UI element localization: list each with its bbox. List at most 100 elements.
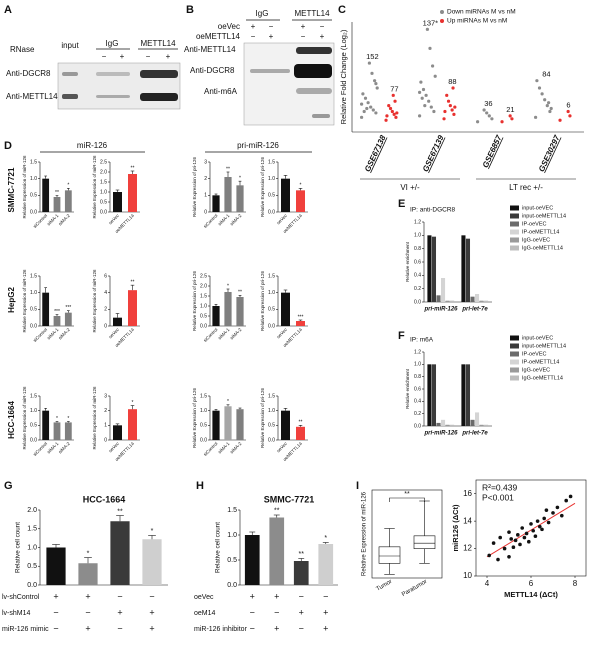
dot xyxy=(360,115,364,119)
y-tick-label: 0.4 xyxy=(414,273,421,279)
dot xyxy=(365,106,369,111)
sign: + xyxy=(323,607,328,617)
dot xyxy=(443,109,447,114)
point xyxy=(544,508,549,512)
bar xyxy=(64,422,72,440)
y-tick-label: 1.0 xyxy=(227,532,237,539)
row-label: Anti-DGCR8 xyxy=(190,66,235,75)
y-tick-label: 1.0 xyxy=(200,408,207,414)
bar xyxy=(461,364,466,426)
dot xyxy=(391,93,395,97)
row-label: Anti-DGCR8 xyxy=(6,69,51,78)
y-tick-label: 0.0 xyxy=(227,582,237,589)
bar xyxy=(224,292,232,326)
dot xyxy=(418,90,422,94)
sign: + xyxy=(301,22,306,31)
count-label: 137* xyxy=(423,18,439,27)
dot xyxy=(537,86,542,90)
y-axis-label: Relative Expression of miR-126 xyxy=(92,386,97,450)
y-tick-label: 1.5 xyxy=(100,179,107,185)
lane-label: METTL14 xyxy=(140,39,176,48)
bar xyxy=(479,300,484,302)
bar xyxy=(445,424,450,426)
x-tick-label: oeVec xyxy=(108,326,121,339)
significance: ** xyxy=(131,165,135,171)
condition-label: lv-shControl xyxy=(2,594,40,601)
y-tick-label: 1.5 xyxy=(268,273,275,279)
bar xyxy=(53,422,61,440)
significance: ** xyxy=(131,279,135,285)
bar xyxy=(479,424,484,426)
dot xyxy=(433,74,437,78)
significance: * xyxy=(87,550,90,557)
point xyxy=(540,527,544,532)
dot xyxy=(508,114,512,118)
y-axis-label: Relative enrichment xyxy=(405,241,410,282)
blot-band xyxy=(312,114,330,118)
bar xyxy=(461,235,466,302)
y-tick-label: 0.0 xyxy=(27,582,37,589)
bar xyxy=(128,290,137,326)
count-label: 36 xyxy=(484,99,492,108)
significance: ** xyxy=(226,166,230,172)
x-tick-label: pri-let-7e xyxy=(461,431,488,437)
condition-label: lv-shM14 xyxy=(2,610,31,617)
sign: + xyxy=(320,32,325,41)
sign: − xyxy=(269,22,274,31)
y-tick-label: 2.5 xyxy=(200,273,207,279)
sign: + xyxy=(251,22,256,31)
count-label: 6 xyxy=(566,100,570,109)
point xyxy=(538,524,542,529)
y-tick-label: 2 xyxy=(204,176,207,182)
x-tick-label: siMA-2 xyxy=(57,327,71,341)
x-tick-label: siControl xyxy=(32,213,48,229)
dot xyxy=(395,111,399,115)
sign: + xyxy=(274,623,279,633)
bar xyxy=(465,238,471,302)
significance: * xyxy=(324,535,327,542)
y-axis-label: Relative cell count xyxy=(215,522,222,573)
sign: + xyxy=(323,623,328,633)
x-tick-label: siControl xyxy=(202,441,218,457)
y-axis-label: Relative Expression of miR-126 xyxy=(22,269,27,333)
point xyxy=(527,539,531,544)
y-tick-label: 0 xyxy=(204,209,207,215)
y-tick-label: 4 xyxy=(104,290,107,296)
column-header: miR-126 xyxy=(77,141,108,150)
dot xyxy=(535,79,539,83)
bar xyxy=(128,174,137,212)
x-tick-label: siMA-1 xyxy=(217,327,231,341)
significance: ** xyxy=(299,551,305,558)
bar xyxy=(470,296,475,302)
dot xyxy=(375,86,379,90)
point xyxy=(496,557,500,562)
y-tick-label: 0 xyxy=(104,323,107,329)
x-tick-label: oeVec xyxy=(276,440,289,453)
bar xyxy=(484,424,489,426)
significance: * xyxy=(227,283,229,289)
condition-label: oeM14 xyxy=(194,610,216,617)
x-tick-label: siControl xyxy=(32,327,48,343)
dot xyxy=(388,106,393,111)
legend-swatch xyxy=(510,375,519,381)
bar xyxy=(244,535,260,585)
dot xyxy=(450,108,454,112)
condition-label: miR-126 mimic xyxy=(2,626,49,633)
y-axis-label: Relative Expression of miR-126 xyxy=(362,491,368,576)
y-tick-label: 0.5 xyxy=(200,423,207,429)
dot xyxy=(361,92,365,96)
y-tick-label: 0.5 xyxy=(100,199,107,205)
sign: + xyxy=(299,607,304,617)
y-tick-label: 1.5 xyxy=(227,507,237,514)
legend-marker xyxy=(440,19,444,23)
frame xyxy=(371,489,443,579)
sign: + xyxy=(149,623,154,633)
point xyxy=(518,542,522,547)
y-axis-label: Relative enrichment xyxy=(405,368,410,409)
x-tick-label: oeVec xyxy=(276,326,289,339)
count-label: 77 xyxy=(390,84,398,93)
dot xyxy=(420,96,424,100)
bar xyxy=(212,410,220,440)
dot xyxy=(445,93,449,97)
y-tick-label: 1.5 xyxy=(200,393,207,399)
